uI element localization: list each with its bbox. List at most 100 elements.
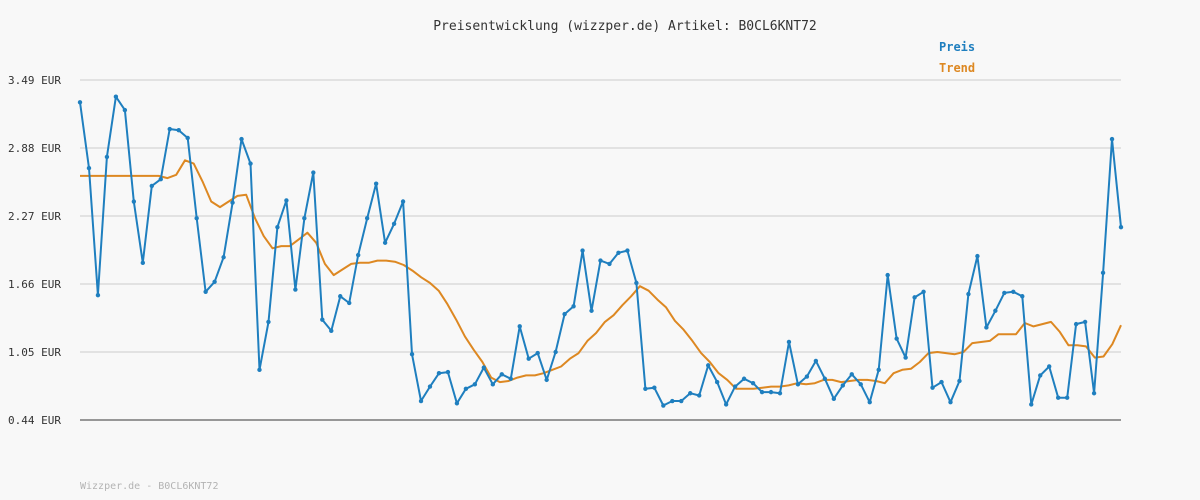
data-point [876,367,881,373]
data-point [355,252,361,258]
data-point [831,396,837,402]
data-point [598,258,603,263]
series-line [80,159,1122,390]
data-point [768,389,774,395]
data-point [885,272,890,278]
data-point [544,377,549,383]
data-point [643,386,648,391]
data-point [436,370,442,376]
data-point [975,253,980,259]
data-point [723,402,729,407]
data-point [131,199,137,204]
data-point [526,356,531,361]
data-point [86,165,92,171]
data-point [867,399,872,405]
y-axis-tick-labels: 3.49 EUR 2.88 EUR 2.27 EUR 1.66 EUR 1.05 EUR… [8,74,61,427]
data-point [849,372,854,377]
data-point [966,291,971,297]
data-point [1038,373,1043,378]
data-point [1029,402,1034,407]
data-point [822,376,828,381]
data-point [149,183,154,189]
data-point [203,289,208,295]
data-point [1055,395,1061,400]
data-point [427,384,433,389]
series-line [79,95,1122,407]
data-point [185,135,190,141]
data-point [634,280,639,286]
data-point [275,224,280,230]
data-point [418,398,424,404]
price-series [77,94,1124,408]
data-point [625,248,630,253]
data-point [1100,270,1106,276]
data-point [652,385,657,390]
y-tick-label: 1.05 EUR [8,346,61,359]
data-point [302,216,307,221]
data-point [338,294,343,299]
data-point [777,391,783,396]
data-point [840,383,846,388]
data-point [786,339,792,345]
data-point [230,200,235,205]
data-point [939,379,944,385]
footer-credit: Wizzper.de - B0CL6KNT72 [80,481,219,492]
data-point [400,199,406,204]
data-point [921,289,926,295]
data-point [858,382,863,387]
data-point [535,350,540,356]
data-point [1118,224,1124,230]
data-point [894,336,899,341]
data-point [284,198,289,203]
data-point [562,311,567,317]
data-point [176,127,181,133]
data-point [445,369,451,375]
data-point [1109,136,1115,142]
data-point [903,355,908,360]
data-point [993,308,998,313]
data-point [454,401,460,406]
data-point [508,376,513,381]
data-point [930,385,935,390]
data-point [607,261,612,267]
data-point [364,216,370,221]
data-point [373,181,379,186]
grid-lines [80,79,1121,353]
data-point [239,136,244,142]
data-point [984,325,989,330]
data-point [311,170,316,175]
data-point [732,384,738,389]
data-point [1064,395,1070,400]
data-point [571,304,576,309]
data-point [391,221,397,227]
data-point [957,378,962,384]
data-point [499,372,504,377]
data-point [248,161,253,166]
data-point [95,292,101,298]
data-point [221,255,226,260]
data-point [688,391,693,396]
data-point [741,376,747,381]
y-tick-label: 2.27 EUR [8,210,61,223]
data-point [1091,391,1097,396]
data-point [104,154,110,160]
data-point [759,389,765,395]
y-tick-label: 2.88 EUR [8,142,61,155]
data-point [463,386,469,391]
data-point [517,324,522,329]
data-point [1082,319,1088,325]
data-point [490,382,496,387]
data-point [580,248,585,253]
data-point [661,403,666,408]
data-point [77,100,83,105]
legend-trend: Trend [939,61,976,75]
data-point [616,250,621,255]
data-point [320,317,325,322]
data-point [122,107,128,113]
y-tick-label: 0.44 EUR [8,414,61,427]
data-point [481,365,487,370]
data-point [948,399,953,405]
data-point [329,328,334,334]
data-point [472,382,478,387]
